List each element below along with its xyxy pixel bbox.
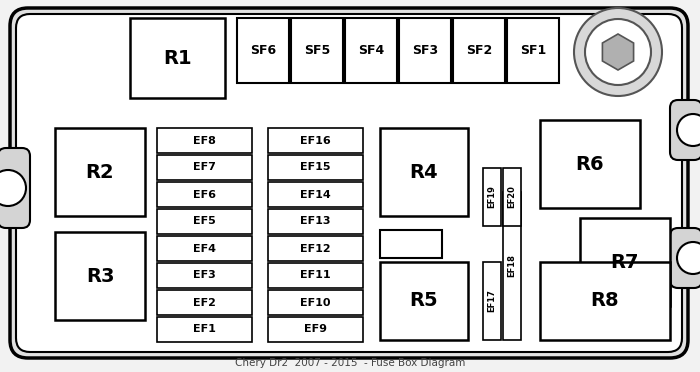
FancyBboxPatch shape bbox=[503, 192, 521, 340]
Text: EF1: EF1 bbox=[193, 324, 216, 334]
Text: Chery Dr2  2007 - 2015  - Fuse Box Diagram: Chery Dr2 2007 - 2015 - Fuse Box Diagram bbox=[234, 358, 466, 368]
Text: EF15: EF15 bbox=[300, 163, 330, 173]
Text: R1: R1 bbox=[163, 48, 192, 67]
FancyBboxPatch shape bbox=[237, 18, 289, 83]
Text: EF18: EF18 bbox=[508, 254, 517, 278]
Text: EF17: EF17 bbox=[487, 289, 496, 312]
FancyBboxPatch shape bbox=[268, 128, 363, 153]
FancyBboxPatch shape bbox=[16, 14, 682, 352]
Text: R8: R8 bbox=[591, 292, 620, 311]
Text: EF7: EF7 bbox=[193, 163, 216, 173]
Text: R3: R3 bbox=[85, 266, 114, 285]
Text: EF14: EF14 bbox=[300, 189, 331, 199]
FancyBboxPatch shape bbox=[453, 18, 505, 83]
FancyBboxPatch shape bbox=[380, 262, 468, 340]
FancyBboxPatch shape bbox=[399, 18, 451, 83]
FancyBboxPatch shape bbox=[268, 182, 363, 207]
FancyBboxPatch shape bbox=[483, 262, 501, 340]
FancyBboxPatch shape bbox=[130, 18, 225, 98]
Text: EF5: EF5 bbox=[193, 217, 216, 227]
Circle shape bbox=[0, 170, 26, 206]
Text: SF2: SF2 bbox=[466, 44, 492, 57]
Text: EF9: EF9 bbox=[304, 324, 327, 334]
Circle shape bbox=[585, 19, 651, 85]
FancyBboxPatch shape bbox=[157, 290, 252, 315]
FancyBboxPatch shape bbox=[157, 236, 252, 261]
FancyBboxPatch shape bbox=[268, 209, 363, 234]
Circle shape bbox=[677, 114, 700, 146]
Text: EF13: EF13 bbox=[300, 217, 330, 227]
Text: EF11: EF11 bbox=[300, 270, 331, 280]
FancyBboxPatch shape bbox=[268, 155, 363, 180]
FancyBboxPatch shape bbox=[670, 228, 700, 288]
FancyBboxPatch shape bbox=[55, 232, 145, 320]
Text: EF19: EF19 bbox=[487, 186, 496, 208]
FancyBboxPatch shape bbox=[268, 263, 363, 288]
FancyBboxPatch shape bbox=[580, 218, 670, 306]
FancyBboxPatch shape bbox=[157, 128, 252, 153]
FancyBboxPatch shape bbox=[268, 290, 363, 315]
Text: R7: R7 bbox=[610, 253, 639, 272]
Text: R6: R6 bbox=[575, 154, 604, 173]
Text: SF6: SF6 bbox=[250, 44, 276, 57]
Text: EF2: EF2 bbox=[193, 298, 216, 308]
FancyBboxPatch shape bbox=[10, 8, 688, 358]
FancyBboxPatch shape bbox=[540, 262, 670, 340]
Text: EF4: EF4 bbox=[193, 244, 216, 253]
Text: EF6: EF6 bbox=[193, 189, 216, 199]
FancyBboxPatch shape bbox=[345, 18, 397, 83]
FancyBboxPatch shape bbox=[503, 168, 521, 226]
Text: SF3: SF3 bbox=[412, 44, 438, 57]
Circle shape bbox=[574, 8, 662, 96]
FancyBboxPatch shape bbox=[540, 120, 640, 208]
FancyBboxPatch shape bbox=[268, 317, 363, 342]
FancyBboxPatch shape bbox=[157, 155, 252, 180]
FancyBboxPatch shape bbox=[483, 168, 501, 226]
Text: R4: R4 bbox=[410, 163, 438, 182]
FancyBboxPatch shape bbox=[291, 18, 343, 83]
FancyBboxPatch shape bbox=[507, 18, 559, 83]
FancyBboxPatch shape bbox=[0, 148, 30, 228]
FancyBboxPatch shape bbox=[670, 100, 700, 160]
FancyBboxPatch shape bbox=[55, 128, 145, 216]
Text: EF12: EF12 bbox=[300, 244, 331, 253]
FancyBboxPatch shape bbox=[157, 317, 252, 342]
Text: EF20: EF20 bbox=[508, 186, 517, 208]
Circle shape bbox=[677, 242, 700, 274]
FancyBboxPatch shape bbox=[157, 209, 252, 234]
Text: EF8: EF8 bbox=[193, 135, 216, 145]
Text: SF5: SF5 bbox=[304, 44, 330, 57]
FancyBboxPatch shape bbox=[380, 230, 442, 258]
FancyBboxPatch shape bbox=[268, 236, 363, 261]
Text: SF4: SF4 bbox=[358, 44, 384, 57]
Polygon shape bbox=[603, 34, 634, 70]
Text: EF16: EF16 bbox=[300, 135, 331, 145]
Text: EF3: EF3 bbox=[193, 270, 216, 280]
FancyBboxPatch shape bbox=[157, 263, 252, 288]
FancyBboxPatch shape bbox=[157, 182, 252, 207]
Text: EF10: EF10 bbox=[300, 298, 330, 308]
FancyBboxPatch shape bbox=[380, 128, 468, 216]
Text: SF1: SF1 bbox=[520, 44, 546, 57]
Text: R5: R5 bbox=[410, 292, 438, 311]
Text: R2: R2 bbox=[85, 163, 114, 182]
